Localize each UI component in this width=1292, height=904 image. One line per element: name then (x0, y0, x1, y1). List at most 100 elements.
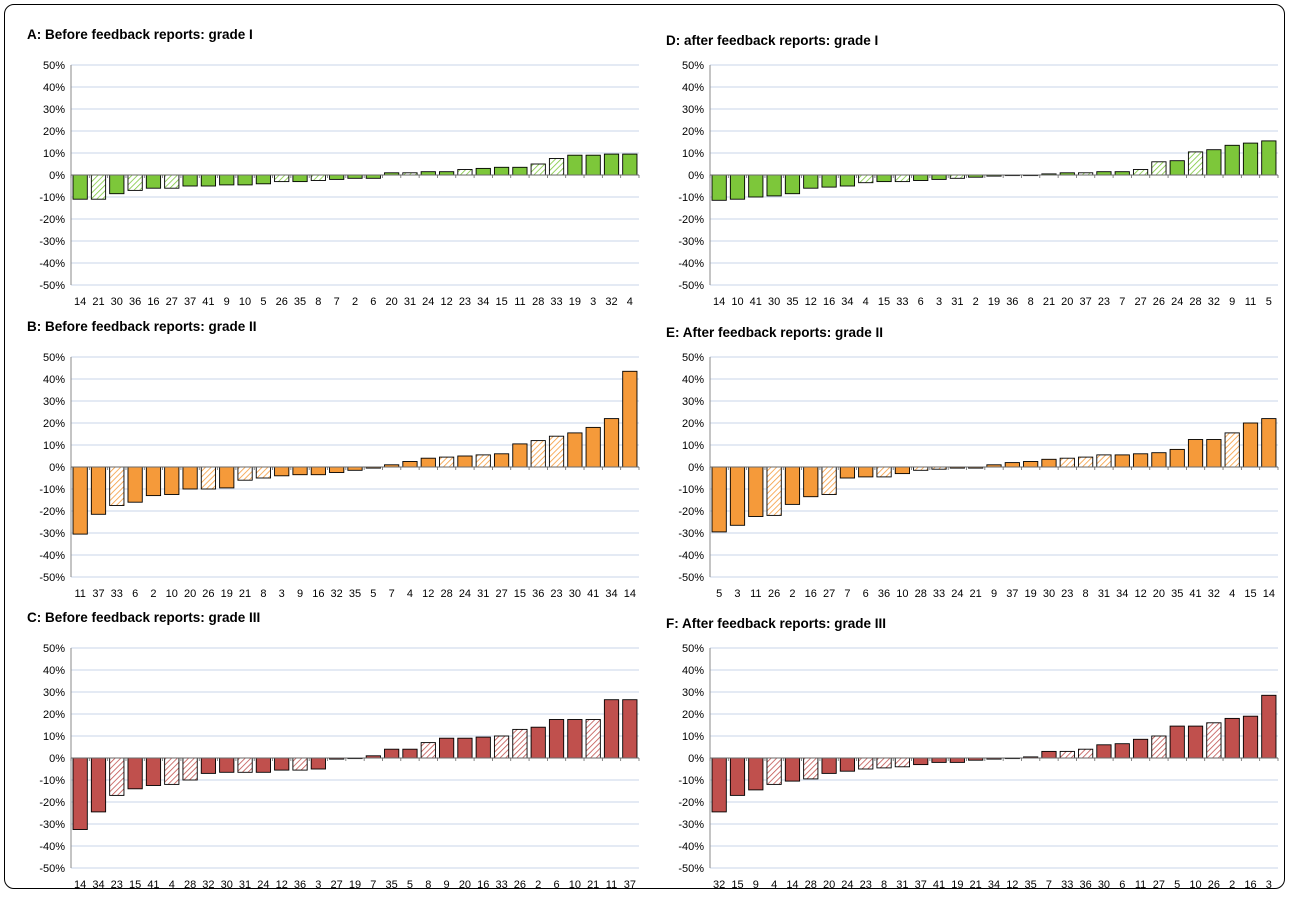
x-tick-label: 6 (132, 588, 138, 600)
x-tick-label: 27 (1134, 296, 1146, 308)
x-tick-label: 19 (221, 588, 233, 600)
x-tick-label: 23 (860, 879, 872, 891)
x-tick-label: 26 (202, 588, 214, 600)
x-tick-label: 14 (786, 879, 798, 891)
x-tick-label: 34 (605, 588, 617, 600)
x-tick-label: 33 (1061, 879, 1073, 891)
x-tick-label: 32 (1208, 588, 1220, 600)
panel-a-title: A: Before feedback reports: grade I (27, 27, 253, 42)
bar-6 (1114, 743, 1130, 759)
bar-9 (748, 757, 764, 791)
y-tick-label: 30% (682, 687, 704, 699)
x-tick-label: 21 (239, 588, 251, 600)
bar-4 (766, 757, 782, 785)
bar-19 (1023, 461, 1039, 468)
y-tick-label: 0% (688, 753, 704, 765)
x-tick-label: 14 (713, 296, 725, 308)
bar-12 (274, 757, 290, 771)
y-tick-label: -10% (678, 192, 704, 204)
x-tick-label: 21 (587, 879, 599, 891)
x-tick-label: 36 (1006, 296, 1018, 308)
bar-5 (255, 174, 271, 185)
panel-c: C: Before feedback reports: grade III 50… (27, 610, 647, 895)
bar-26 (274, 174, 290, 183)
y-tick-label: -30% (678, 528, 704, 540)
x-tick-label: 24 (841, 879, 853, 891)
bar-11 (1242, 142, 1259, 176)
x-tick-label: 9 (991, 588, 997, 600)
y-tick-label: 10% (43, 440, 65, 452)
x-tick-label: 8 (315, 296, 321, 308)
x-tick-label: 12 (422, 588, 434, 600)
bar-32 (200, 757, 217, 774)
x-tick-label: 27 (823, 588, 835, 600)
x-tick-label: 31 (951, 296, 963, 308)
x-tick-label: 15 (731, 879, 743, 891)
bar-2 (145, 466, 162, 497)
x-tick-label: 3 (315, 879, 321, 891)
x-tick-label: 21 (92, 296, 104, 308)
bar-11 (748, 466, 764, 517)
x-tick-label: 23 (111, 879, 123, 891)
y-tick-label: -20% (678, 214, 704, 226)
x-tick-label: 16 (312, 588, 324, 600)
bar-9 (292, 466, 308, 476)
x-tick-label: 23 (459, 296, 471, 308)
bar-11 (603, 699, 620, 759)
bar-35 (384, 748, 400, 759)
panel-c-title: C: Before feedback reports: grade III (27, 610, 261, 625)
bar-36 (1078, 748, 1094, 759)
x-tick-label: 26 (1153, 296, 1165, 308)
x-tick-label: 30 (1098, 879, 1110, 891)
bar-23 (457, 169, 473, 176)
bar-32 (1206, 149, 1222, 176)
x-tick-label: 37 (624, 879, 636, 891)
x-tick-label: 23 (550, 588, 562, 600)
y-tick-label: 0% (49, 753, 65, 765)
bar-14 (72, 757, 88, 830)
panel-e-title: E: After feedback reports: grade II (666, 325, 884, 340)
bar-11 (1132, 738, 1149, 759)
x-tick-label: 34 (92, 879, 104, 891)
bar-15 (876, 174, 892, 183)
x-tick-label: 31 (404, 296, 416, 308)
x-tick-label: 6 (1119, 879, 1125, 891)
x-tick-label: 35 (1171, 588, 1183, 600)
x-tick-label: 24 (422, 296, 434, 308)
x-tick-label: 2 (1229, 879, 1235, 891)
y-tick-label: -50% (678, 280, 704, 292)
bar-30 (1096, 744, 1112, 759)
bar-30 (1041, 458, 1057, 468)
x-tick-label: 27 (1153, 879, 1165, 891)
x-tick-label: 37 (184, 296, 196, 308)
x-tick-label: 12 (805, 296, 817, 308)
x-tick-label: 4 (1229, 588, 1235, 600)
x-tick-label: 8 (260, 588, 266, 600)
bar-16 (310, 466, 326, 476)
bar-10 (567, 719, 583, 759)
y-tick-label: 40% (43, 665, 65, 677)
x-tick-label: 26 (514, 879, 526, 891)
bar-26 (512, 728, 528, 759)
bar-23 (548, 435, 565, 468)
x-tick-label: 10 (731, 296, 743, 308)
x-tick-label: 41 (202, 296, 214, 308)
x-tick-label: 33 (896, 296, 908, 308)
bar-26 (200, 466, 217, 490)
chart-b: 50% 40% 30% 20% 10% 0% -10% -20% -30% -40% -50% 11 3… (39, 352, 640, 600)
x-tick-label: 28 (1189, 296, 1201, 308)
x-tick-label: 35 (294, 296, 306, 308)
bar-23 (1059, 457, 1075, 468)
y-tick-label: 30% (43, 104, 65, 116)
x-tick-label: 27 (495, 588, 507, 600)
bar-19 (219, 466, 235, 489)
bar-10 (164, 466, 180, 495)
y-tick-label: -30% (39, 236, 65, 248)
bar-36 (127, 174, 143, 191)
y-tick-label: -10% (39, 192, 65, 204)
bar-33 (493, 735, 510, 759)
bar-16 (145, 174, 162, 189)
x-tick-label: 15 (495, 296, 507, 308)
y-tick-label: 40% (682, 374, 704, 386)
bar-37 (1004, 462, 1020, 468)
